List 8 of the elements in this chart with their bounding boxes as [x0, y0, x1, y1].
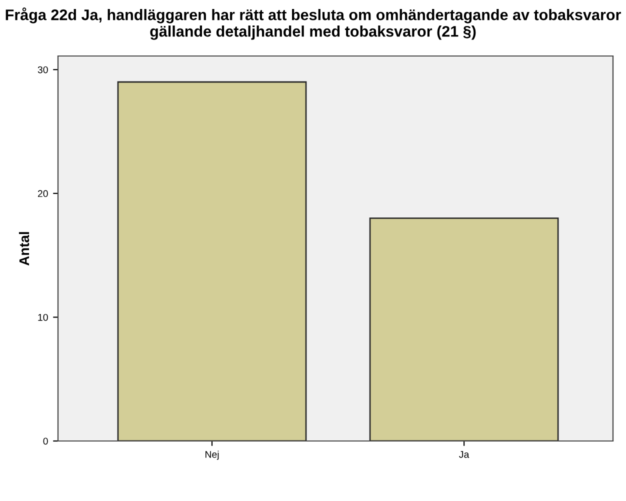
y-axis-title: Antal: [18, 232, 30, 266]
y-tick-label: 0: [43, 438, 48, 445]
chart-title: Fråga 22d Ja, handläggaren har rätt att besluta om omhändertagande av tobaksvaror gällande detaljhandel med tobaksvaror (21 §): [6, 8, 621, 40]
x-tick-label: Nej: [206, 450, 219, 460]
y-tick-label: 20: [38, 190, 48, 198]
y-tick-label: 10: [38, 314, 48, 321]
y-tick-label: 30: [38, 66, 48, 74]
x-tick-label: Ja: [459, 451, 470, 458]
